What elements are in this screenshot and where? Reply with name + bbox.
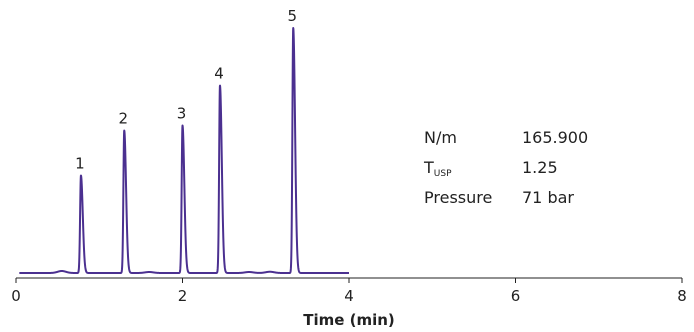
x-axis: 0 2 4 6 8 — [11, 277, 687, 305]
peak-label: 4 — [214, 65, 224, 83]
info-row-tusp: TUSP — [424, 158, 452, 179]
x-tick-label: 4 — [344, 287, 354, 305]
chromatogram-trace-group — [18, 27, 350, 274]
info-label-nm: N/m — [424, 128, 457, 147]
x-tick-label: 8 — [677, 287, 687, 305]
x-tick-label: 0 — [11, 287, 21, 305]
chromatogram-trace — [18, 27, 350, 274]
x-tick-label: 6 — [511, 287, 521, 305]
info-value-pressure: 71 bar — [522, 188, 574, 207]
peak-label: 5 — [287, 7, 297, 25]
info-label-pressure: Pressure — [424, 188, 493, 207]
info-row-pressure: Pressure — [424, 188, 492, 207]
peak-label: 3 — [177, 105, 187, 123]
info-value-pressure-text: 71 bar — [522, 188, 574, 207]
info-value-tusp: 1.25 — [522, 158, 558, 177]
x-axis-title: Time (min) — [303, 311, 395, 329]
info-row-nm: N/m — [424, 128, 457, 147]
info-value-tusp-text: 1.25 — [522, 158, 558, 177]
info-label-t: T — [424, 158, 434, 177]
info-value-nm: 165.900 — [522, 128, 588, 147]
peak-labels: 1 2 3 4 5 — [75, 7, 297, 172]
info-label-t-subscript: USP — [433, 169, 452, 179]
info-value-nm-text: 165.900 — [522, 128, 589, 147]
x-tick-label: 2 — [178, 287, 188, 305]
peak-label: 2 — [118, 110, 128, 128]
peak-label: 1 — [75, 154, 85, 172]
